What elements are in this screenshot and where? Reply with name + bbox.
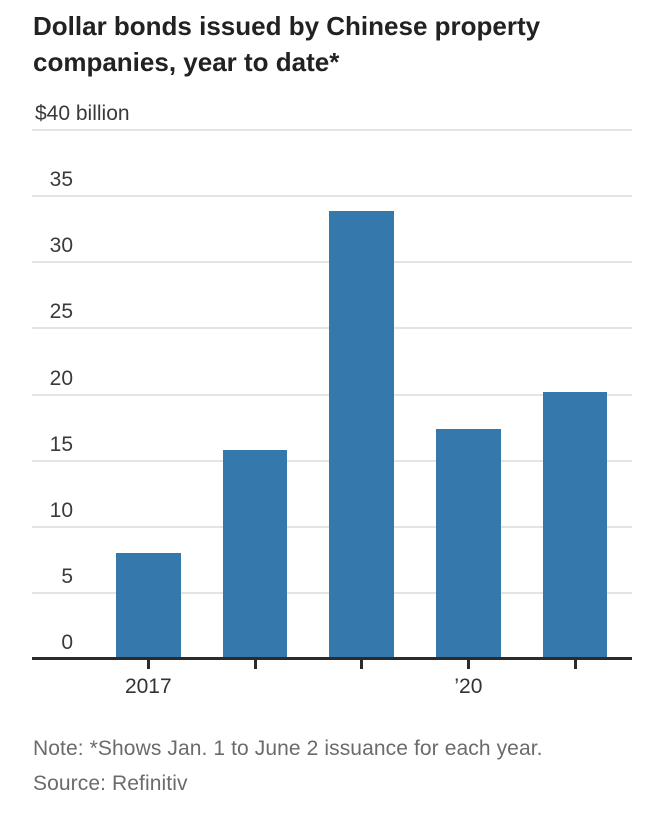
y-tick-label-0: 0 <box>61 631 73 654</box>
y-tick-label-5: 5 <box>61 564 73 588</box>
x-tick-label-2017: 2017 <box>124 675 172 698</box>
x-tick-2021 <box>573 660 577 669</box>
bar-2020 <box>436 428 501 659</box>
y-axis-unit-label: $40 billion <box>35 102 130 125</box>
x-tick-2020 <box>466 660 470 669</box>
gridline-40 <box>32 129 632 131</box>
x-axis-line <box>32 657 632 660</box>
y-tick-label-35: 35 <box>49 168 73 192</box>
bar-2017 <box>116 553 181 659</box>
x-tick-2018 <box>253 660 257 669</box>
x-tick-label-2020: ’20 <box>454 675 483 698</box>
bar-2021 <box>542 391 608 659</box>
x-tick-2017 <box>146 660 150 669</box>
bar-2018 <box>222 450 288 659</box>
y-tick-label-15: 15 <box>49 432 73 456</box>
y-tick-label-10: 10 <box>49 498 73 522</box>
y-tick-label-30: 30 <box>49 234 73 258</box>
chart-title: Dollar bonds issued by Chinese property … <box>33 11 541 77</box>
y-tick-label-20: 20 <box>49 366 73 390</box>
x-tick-2019 <box>360 660 364 669</box>
footnote: Note: *Shows Jan. 1 to June 2 issuance f… <box>33 737 543 760</box>
gridline-35 <box>32 195 632 198</box>
source-line: Source: Refinitiv <box>33 772 188 795</box>
y-tick-label-25: 25 <box>49 300 73 324</box>
bar-2019 <box>329 210 394 659</box>
